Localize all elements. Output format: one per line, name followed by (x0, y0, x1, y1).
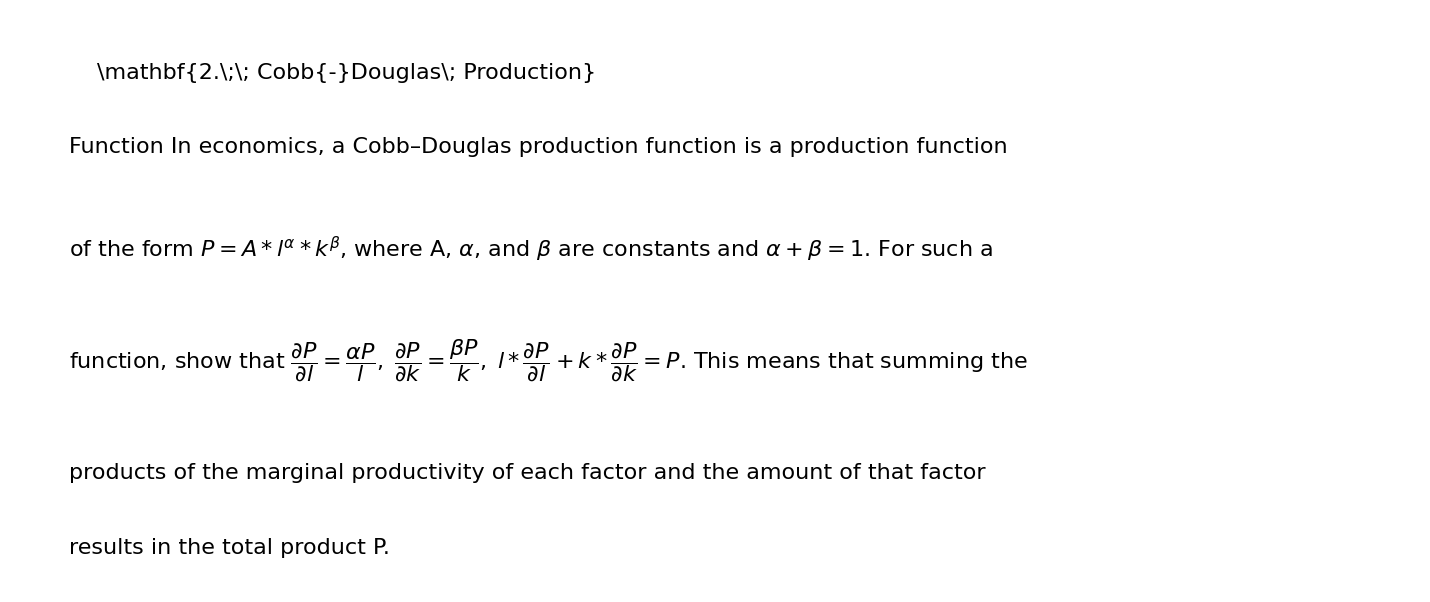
Text: Function In economics, a Cobb–Douglas production function is a production functi: Function In economics, a Cobb–Douglas pr… (69, 137, 1007, 158)
Text: \mathbf{2.\;\; Cobb{-}Douglas\; Production}: \mathbf{2.\;\; Cobb{-}Douglas\; Producti… (97, 63, 596, 83)
Text: function, show that $\dfrac{\partial P}{\partial l} = \dfrac{\alpha P}{l},\; \df: function, show that $\dfrac{\partial P}{… (69, 338, 1027, 385)
Text: of the form $P = A * l^{\alpha} * k^{\beta}$, where A, $\alpha$, and $\beta$ are: of the form $P = A * l^{\alpha} * k^{\be… (69, 235, 992, 264)
Text: results in the total product P.: results in the total product P. (69, 538, 389, 558)
Text: products of the marginal productivity of each factor and the amount of that fact: products of the marginal productivity of… (69, 462, 985, 483)
